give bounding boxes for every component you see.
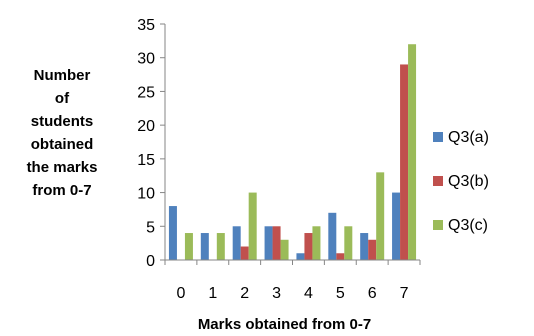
bar-q3-a--7: [392, 192, 401, 260]
bar-q3-b--3: [272, 226, 281, 260]
legend: Q3(a) Q3(b) Q3(c): [433, 129, 489, 234]
legend-swatch: [433, 176, 443, 186]
y-tick-label: 0: [146, 253, 155, 270]
y-tick-label: 35: [137, 17, 155, 34]
bar-q3-c--6: [376, 172, 385, 260]
legend-label: Q3(b): [448, 173, 489, 190]
bar-q3-a--2: [232, 226, 241, 260]
bar-q3-c--4: [312, 226, 321, 260]
y-axis-label: Number of students obtained the marks from 0-…: [27, 67, 98, 199]
bar-q3-c--1: [216, 233, 225, 260]
bar-q3-b--2: [240, 246, 249, 260]
bar-q3-a--1: [200, 233, 209, 260]
bar-q3-a--0: [168, 206, 177, 260]
legend-swatch: [433, 220, 443, 230]
bar-q3-c--2: [248, 192, 257, 260]
y-tick-label: 30: [137, 51, 155, 68]
bar-q3-a--6: [360, 233, 369, 260]
y-axis-ticks: 0 5 10 15 20 25 30 35: [137, 17, 165, 270]
y-axis-label-line: of: [55, 90, 70, 107]
bar-q3-a--3: [264, 226, 273, 260]
y-axis-label-line: from 0-7: [32, 182, 91, 199]
bar-q3-c--5: [344, 226, 353, 260]
y-axis-label-line: Number: [34, 67, 91, 84]
bar-q3-b--7: [400, 64, 409, 260]
x-tick-label: 2: [240, 285, 249, 302]
bar-q3-a--5: [328, 212, 337, 260]
x-axis-ticks: 0 1 2 3 4 5 6 7: [164, 260, 421, 302]
y-tick-label: 20: [137, 118, 155, 135]
x-axis-label: Marks obtained from 0-7: [198, 316, 371, 333]
y-axis-label-line: students: [31, 113, 94, 130]
x-tick-label: 4: [304, 285, 313, 302]
legend-label: Q3(c): [448, 217, 488, 234]
legend-swatch: [433, 132, 443, 142]
x-tick-label: 1: [208, 285, 217, 302]
bar-q3-b--4: [304, 233, 313, 260]
legend-label: Q3(a): [448, 129, 489, 146]
x-tick-label: 3: [272, 285, 281, 302]
y-axis-label-line: obtained: [31, 136, 94, 153]
x-tick-label: 6: [368, 285, 377, 302]
y-tick-label: 10: [137, 186, 155, 203]
bars: [168, 44, 417, 260]
x-tick-label: 5: [336, 285, 345, 302]
bar-q3-c--3: [280, 239, 289, 260]
x-tick-label: 7: [400, 285, 409, 302]
bar-q3-b--6: [368, 239, 377, 260]
y-axis-label-line: the marks: [27, 159, 98, 176]
x-tick-label: 0: [176, 285, 185, 302]
y-tick-label: 5: [146, 219, 155, 236]
bar-q3-a--4: [296, 253, 305, 260]
bar-q3-c--0: [184, 233, 193, 260]
y-tick-label: 25: [137, 84, 155, 101]
y-tick-label: 15: [137, 152, 155, 169]
bar-q3-c--7: [408, 44, 417, 260]
bar-q3-b--5: [336, 253, 345, 260]
